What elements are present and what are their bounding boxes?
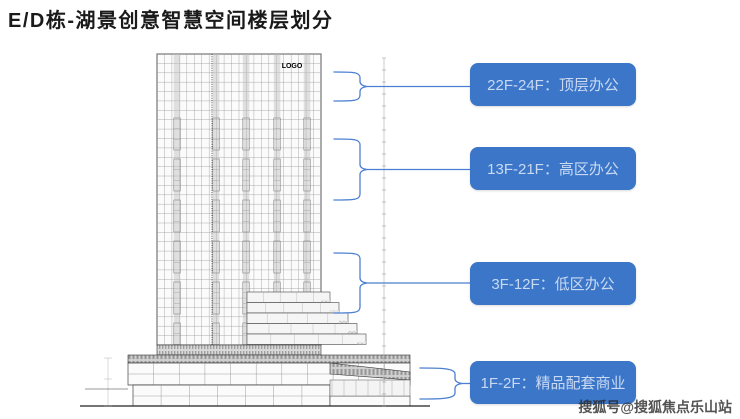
svg-text:LOGO: LOGO bbox=[282, 63, 303, 70]
